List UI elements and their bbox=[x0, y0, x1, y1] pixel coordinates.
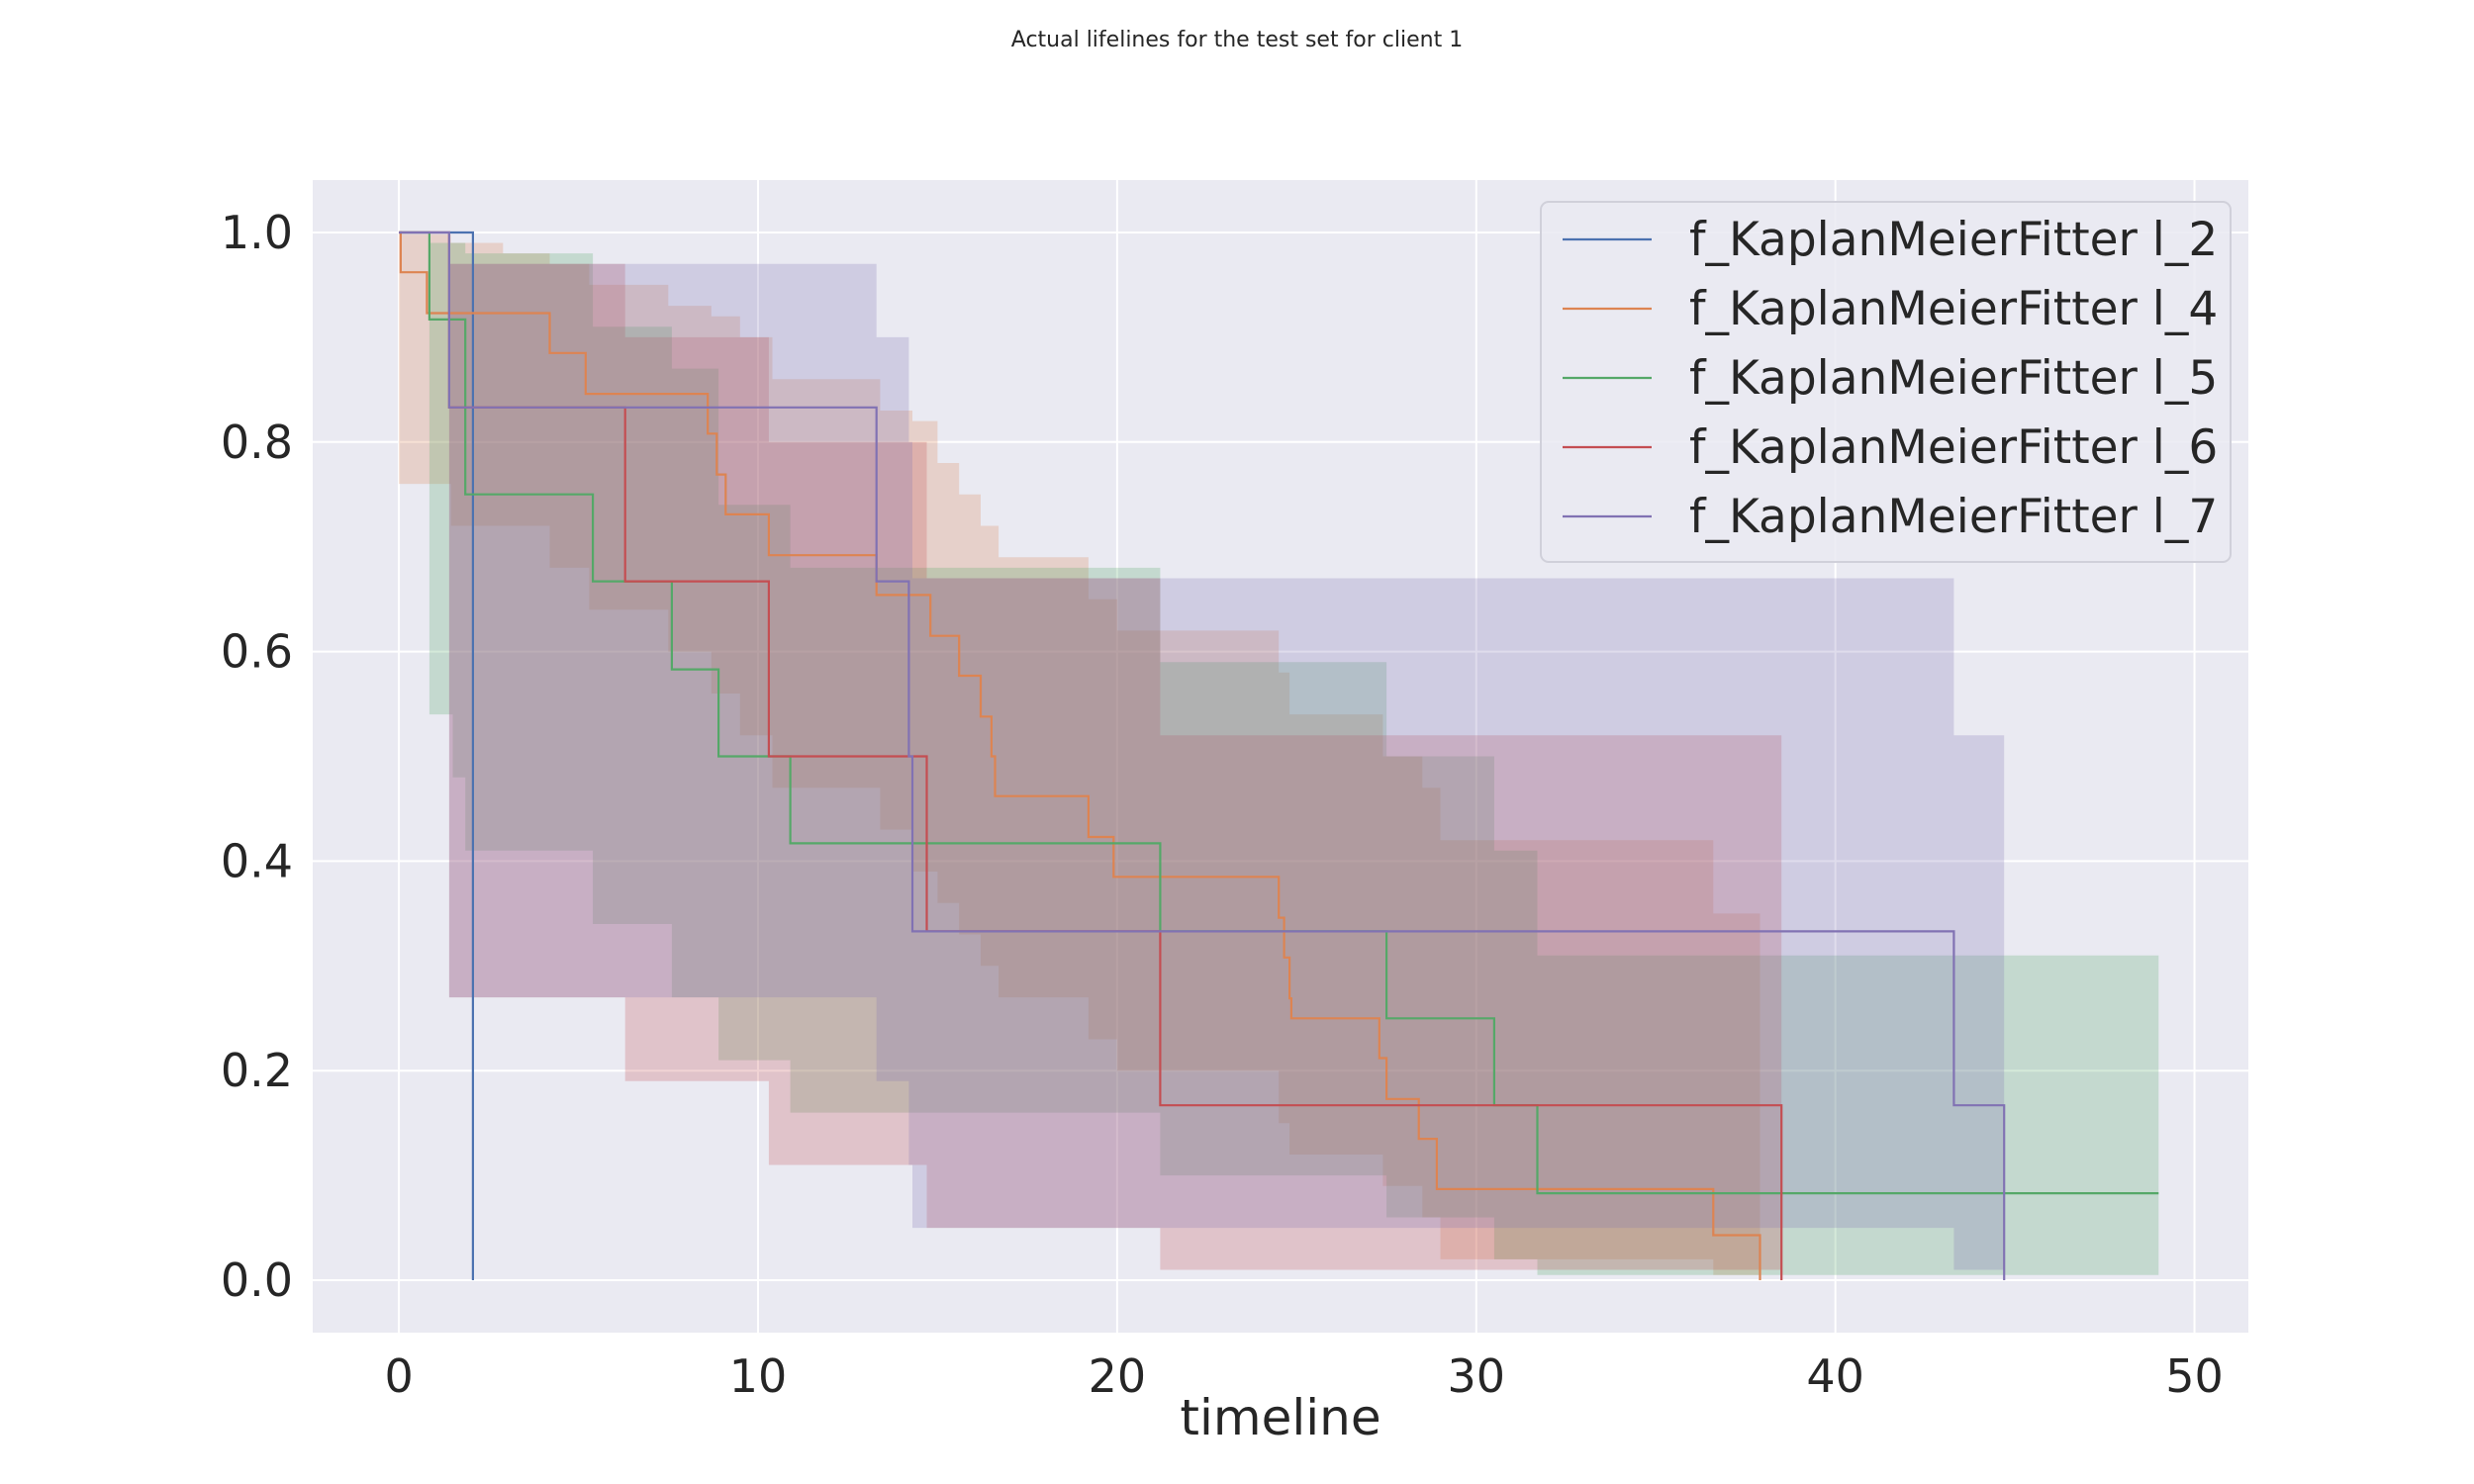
legend-label-4: f_KaplanMeierFitter l_7 bbox=[1689, 490, 2218, 544]
survival-lines bbox=[399, 231, 2159, 1280]
y-tick-label-2: 0.4 bbox=[221, 834, 293, 887]
legend-label-1: f_KaplanMeierFitter l_4 bbox=[1689, 282, 2218, 336]
x-tick-label-2: 20 bbox=[1089, 1349, 1147, 1403]
x-tick-label-3: 30 bbox=[1448, 1349, 1506, 1403]
ci-band-4 bbox=[448, 263, 2005, 1270]
y-tick-label-3: 0.6 bbox=[221, 625, 293, 679]
y-tick-label-1: 0.2 bbox=[221, 1044, 293, 1097]
legend-label-0: f_KaplanMeierFitter l_2 bbox=[1689, 213, 2218, 267]
x-tick-label-4: 40 bbox=[1806, 1349, 1864, 1403]
x-tick-label-1: 10 bbox=[729, 1349, 788, 1403]
series-line-1 bbox=[399, 231, 1761, 1280]
y-tick-label-5: 1.0 bbox=[221, 206, 293, 259]
legend: f_KaplanMeierFitter l_2 f_KaplanMeierFitt… bbox=[1540, 201, 2232, 563]
x-tick-label-5: 50 bbox=[2165, 1349, 2224, 1403]
legend-frame bbox=[1540, 201, 2232, 563]
legend-label-2: f_KaplanMeierFitter l_5 bbox=[1689, 351, 2218, 406]
ci-band-2 bbox=[428, 242, 2159, 1275]
x-axis-label: timeline bbox=[1180, 1389, 1380, 1446]
ci-band-1 bbox=[399, 234, 1760, 1275]
y-tick-label-0: 0.0 bbox=[221, 1253, 293, 1307]
legend-label-3: f_KaplanMeierFitter l_6 bbox=[1689, 420, 2218, 475]
chart-title: Actual lifelines for the test set for cl… bbox=[1011, 28, 1463, 52]
series-line-4 bbox=[399, 231, 2006, 1280]
y-tick-label-4: 0.8 bbox=[221, 416, 293, 469]
series-line-2 bbox=[399, 231, 2159, 1195]
tick-labels: 0 10 20 30 40 50 0.0 0.2 0.4 0.6 0.8 1.0 bbox=[221, 206, 2224, 1403]
x-tick-label-0: 0 bbox=[384, 1349, 413, 1403]
